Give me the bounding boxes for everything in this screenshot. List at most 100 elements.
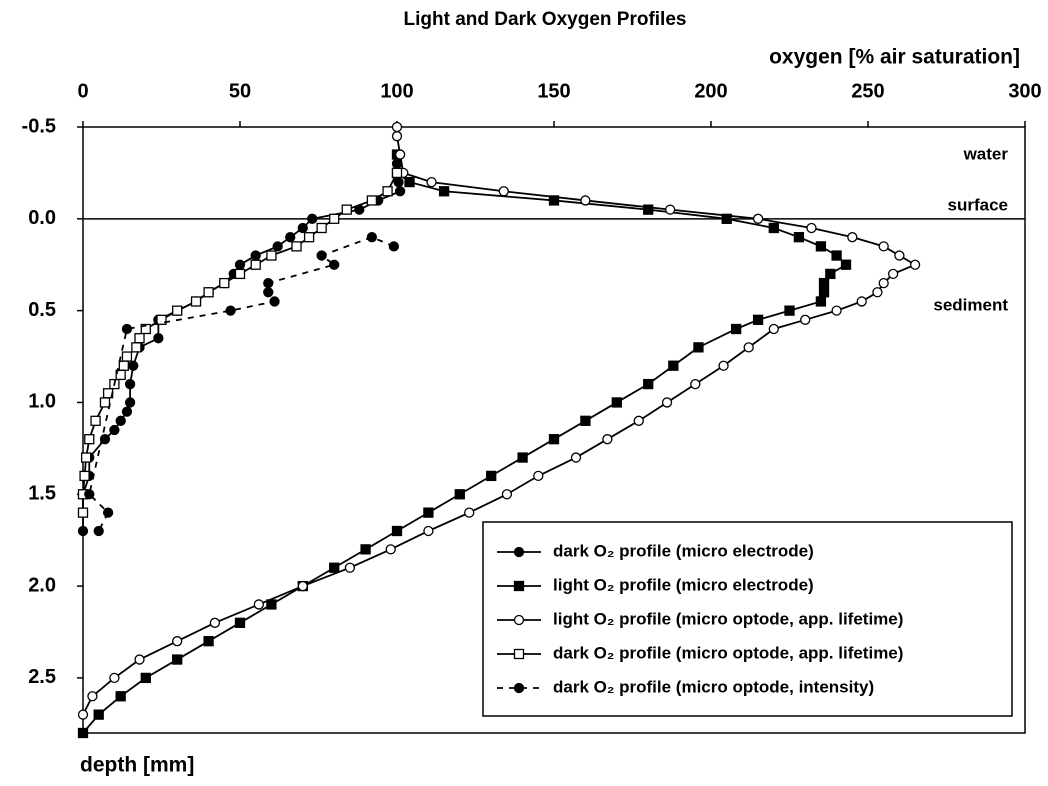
legend-marker xyxy=(513,682,525,694)
point xyxy=(121,351,133,362)
point xyxy=(263,287,274,298)
point xyxy=(404,176,415,188)
point xyxy=(517,452,528,463)
legend-label: dark O₂ profile (micro electrode) xyxy=(553,541,814,560)
point xyxy=(360,544,371,555)
point xyxy=(99,397,111,408)
point xyxy=(730,323,742,335)
point xyxy=(285,232,296,243)
point xyxy=(84,434,95,445)
point xyxy=(533,470,544,482)
point xyxy=(909,259,921,270)
point xyxy=(878,241,889,252)
point xyxy=(668,360,679,371)
point xyxy=(225,305,236,316)
x-tick-label: 200 xyxy=(694,80,727,102)
x-tick-label: 0 xyxy=(77,80,88,102)
point xyxy=(752,213,764,224)
point xyxy=(121,406,133,417)
point xyxy=(84,489,95,500)
point xyxy=(307,213,318,224)
point xyxy=(464,507,475,518)
point xyxy=(818,277,830,289)
point xyxy=(878,277,889,289)
point xyxy=(768,222,779,234)
y-axis-label: depth [mm] xyxy=(80,754,194,777)
point xyxy=(887,268,899,280)
point xyxy=(341,204,352,215)
point xyxy=(219,277,230,289)
point xyxy=(115,369,126,381)
y-tick-label: 1.5 xyxy=(28,483,56,505)
point xyxy=(391,525,403,537)
point xyxy=(115,415,126,426)
point xyxy=(118,360,129,371)
point xyxy=(102,507,114,518)
x-tick-label: 150 xyxy=(537,80,570,102)
legend-marker xyxy=(513,546,525,558)
point xyxy=(250,259,261,270)
point xyxy=(454,489,465,500)
x-axis-label: oxygen [% air saturation] xyxy=(769,46,1020,69)
point xyxy=(234,259,246,270)
point xyxy=(423,507,434,518)
point xyxy=(498,186,509,197)
x-tick-label: 250 xyxy=(851,80,884,102)
point xyxy=(847,232,858,243)
point xyxy=(665,204,676,215)
point xyxy=(109,672,120,684)
point xyxy=(140,323,151,335)
point xyxy=(209,617,221,628)
point xyxy=(825,268,836,280)
point xyxy=(391,121,403,133)
point xyxy=(172,636,183,647)
point xyxy=(190,296,202,307)
point xyxy=(580,415,591,426)
point xyxy=(253,599,264,610)
legend-marker xyxy=(513,614,525,626)
point xyxy=(297,580,308,592)
annotation: sediment xyxy=(933,295,1008,314)
point xyxy=(438,186,450,197)
point xyxy=(266,250,277,261)
annotation: surface xyxy=(948,195,1008,214)
point xyxy=(203,287,214,298)
point xyxy=(661,397,673,408)
point xyxy=(316,250,327,261)
point xyxy=(124,378,136,390)
legend-box xyxy=(482,521,1013,717)
point xyxy=(134,333,145,344)
point xyxy=(611,397,622,408)
x-tick-label: 100 xyxy=(380,80,413,102)
point xyxy=(272,241,283,252)
x-tick-label: 50 xyxy=(229,80,251,102)
y-tick-label: -0.5 xyxy=(22,115,56,137)
point xyxy=(602,434,613,445)
legend-marker xyxy=(513,648,525,660)
point xyxy=(77,727,89,739)
annotation: water xyxy=(963,144,1009,163)
point xyxy=(87,691,98,702)
point xyxy=(366,195,378,206)
legend-label: light O₂ profile (micro electrode) xyxy=(553,575,814,594)
point xyxy=(580,195,591,206)
point xyxy=(806,222,817,234)
point xyxy=(872,287,883,298)
point xyxy=(831,305,842,316)
series-line xyxy=(82,127,918,716)
point xyxy=(840,259,852,270)
point xyxy=(818,287,830,298)
point xyxy=(156,314,167,325)
point xyxy=(90,415,101,426)
point xyxy=(391,167,403,179)
point xyxy=(366,232,378,243)
point xyxy=(344,562,356,573)
point xyxy=(329,562,340,573)
y-tick-label: 2.0 xyxy=(28,574,56,596)
legend-label: light O₂ profile (micro optode, app. lif… xyxy=(553,609,903,628)
point xyxy=(548,434,560,445)
point xyxy=(768,323,779,335)
x-tick-label: 300 xyxy=(1008,80,1041,102)
point xyxy=(548,195,560,206)
